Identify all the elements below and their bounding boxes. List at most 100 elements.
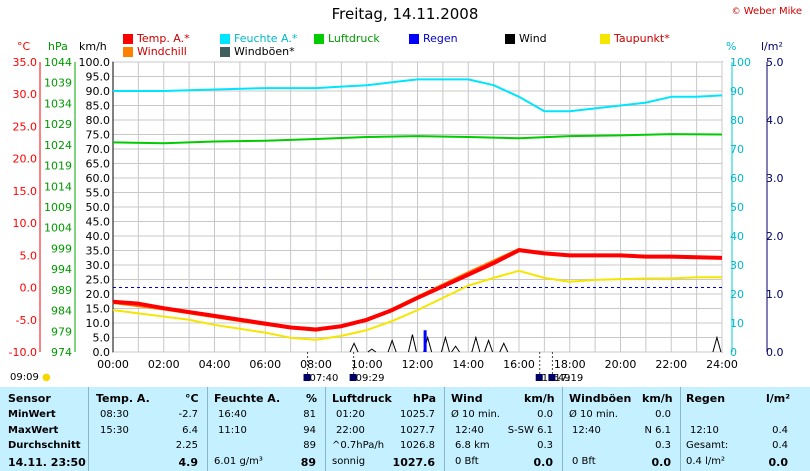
legend: Temp. A.* Feuchte A.* Luftdruck Regen Wi…: [0, 0, 810, 60]
press-avg-value: 1026.8: [400, 440, 435, 451]
pressure-tick-label: 1034: [44, 97, 72, 110]
humidity-tick-label: 100: [730, 56, 751, 69]
wind-spike: [440, 335, 450, 353]
wind-tick-label: 60.0: [86, 172, 111, 185]
pressure-tick-label: 1014: [44, 180, 72, 193]
gust-min-value: 0.0: [655, 409, 671, 420]
temp-current-value: 4.9: [178, 456, 199, 469]
humidity-tick-label: 90: [730, 85, 744, 98]
rain-tick-label: 5.0: [766, 56, 784, 69]
pressure-tick-label: 1039: [44, 77, 72, 90]
wind-tick-label: 45.0: [86, 216, 111, 229]
stats-header-humidity: Feuchte A.: [214, 392, 281, 405]
legend-item-humidity: Feuchte A.*: [220, 32, 297, 45]
pressure-tick-label: 994: [51, 263, 72, 276]
wind-spike: [499, 342, 509, 353]
stats-unit-gusts: km/h: [642, 392, 673, 405]
x-tick-label: 00:00: [97, 358, 129, 371]
series-line: [113, 78, 723, 113]
stats-header-temp: Temp. A.: [96, 392, 150, 405]
rain-tick-label: 1.0: [766, 288, 784, 301]
wind-tick-label: 55.0: [86, 187, 111, 200]
rain-total-value: 0.4: [772, 440, 788, 451]
rain-max-value: 0.4: [772, 425, 788, 436]
temp-max-value: 6.4: [182, 425, 198, 436]
rain-total-value-unit: 0.4 l/m²: [686, 456, 725, 467]
row-label-min: MinWert: [8, 409, 56, 420]
wind-tick-label: 95.0: [86, 71, 111, 84]
legend-item-wind: Wind: [505, 32, 547, 45]
temp-tick-label: 20.0: [13, 153, 38, 166]
temp-tick-label: 0.0: [20, 282, 38, 295]
x-tick-label: 18:00: [554, 358, 586, 371]
pressure-tick-label: 1029: [44, 118, 72, 131]
temp-tick-label: -10.0: [9, 346, 37, 359]
axes: 35.030.025.020.015.010.05.00.0-5.0-10.01…: [9, 56, 784, 384]
pressure-tick-label: 1004: [44, 222, 72, 235]
column-divider: [680, 387, 681, 471]
series-line: [112, 269, 722, 341]
legend-label: Wind: [519, 32, 547, 45]
row-label-max: MaxWert: [8, 425, 59, 436]
stats-header-rain: Regen: [686, 392, 726, 405]
x-tick-label: 20:00: [605, 358, 637, 371]
pressure-tick-label: 999: [51, 242, 72, 255]
legend-swatch: [220, 33, 230, 44]
legend-swatch: [220, 46, 230, 57]
temp-tick-label: 35.0: [13, 56, 38, 69]
stats-header-gusts: Windböen: [569, 392, 632, 405]
temp-tick-label: 5.0: [20, 249, 38, 262]
wind-spike: [471, 335, 481, 353]
pressure-tick-label: 1019: [44, 160, 72, 173]
stats-unit-pressure: hPa: [413, 392, 437, 405]
wind-spike: [484, 338, 494, 353]
wind-spike: [451, 345, 460, 353]
wind-tick-label: 35.0: [86, 245, 111, 258]
gust-bft: 0 Bft: [572, 456, 596, 467]
stats-header-sensor: Sensor: [8, 392, 51, 405]
marker-label: 09:29: [356, 373, 385, 384]
gust-max-value: N 6.1: [644, 425, 671, 436]
pressure-tick-label: 1044: [44, 56, 72, 69]
wind-spike: [349, 342, 359, 353]
temp-min-time: 08:30: [100, 409, 129, 420]
legend-label: Windböen*: [234, 45, 295, 58]
stats-unit-rain: l/m²: [766, 392, 791, 405]
legend-swatch: [409, 33, 419, 44]
gust-min-label: Ø 10 min.: [569, 409, 618, 420]
series-marks: [112, 78, 723, 353]
wind-tick-label: 15.0: [86, 303, 111, 316]
temp-tick-label: -5.0: [16, 314, 37, 327]
pressure-tick-label: 979: [51, 325, 72, 338]
wind-tick-label: 100.0: [79, 56, 111, 69]
legend-label: Windchill: [137, 45, 187, 58]
rain-tick-label: 4.0: [766, 114, 784, 127]
humidity-tick-label: 40: [730, 230, 744, 243]
humidity-tick-label: 70: [730, 143, 744, 156]
wind-tick-label: 20.0: [86, 288, 111, 301]
press-current-value: 1027.6: [392, 456, 435, 469]
x-tick-label: 08:00: [300, 358, 332, 371]
marker-icon: [548, 374, 556, 381]
legend-label: Taupunkt*: [614, 32, 670, 45]
wind-tick-label: 40.0: [86, 230, 111, 243]
wind-max-time: 12:40: [455, 425, 484, 436]
legend-swatch: [600, 33, 610, 44]
hum-absolute: 6.01 g/m³: [214, 456, 263, 467]
sunrise-time: 09:09: [10, 372, 39, 383]
marker-label: 07:40: [310, 373, 339, 384]
rain-tick-label: 2.0: [766, 230, 784, 243]
pressure-tick-label: 974: [51, 346, 72, 359]
temp-tick-label: 30.0: [13, 88, 38, 101]
gust-avg-value: 0.3: [655, 440, 671, 451]
rain-current-value: 0.0: [768, 456, 789, 469]
rain-tick-label: 0.0: [766, 346, 784, 359]
x-tick-label: 02:00: [148, 358, 180, 371]
legend-item-dewpoint: Taupunkt*: [600, 32, 670, 45]
gust-current-value: 0.0: [651, 456, 672, 469]
gust-max-time: 12:40: [572, 425, 601, 436]
credit[interactable]: © Weber Mike: [732, 6, 802, 17]
marker-icon: [535, 374, 543, 381]
wind-tick-label: 50.0: [86, 201, 111, 214]
x-tick-label: 04:00: [199, 358, 231, 371]
